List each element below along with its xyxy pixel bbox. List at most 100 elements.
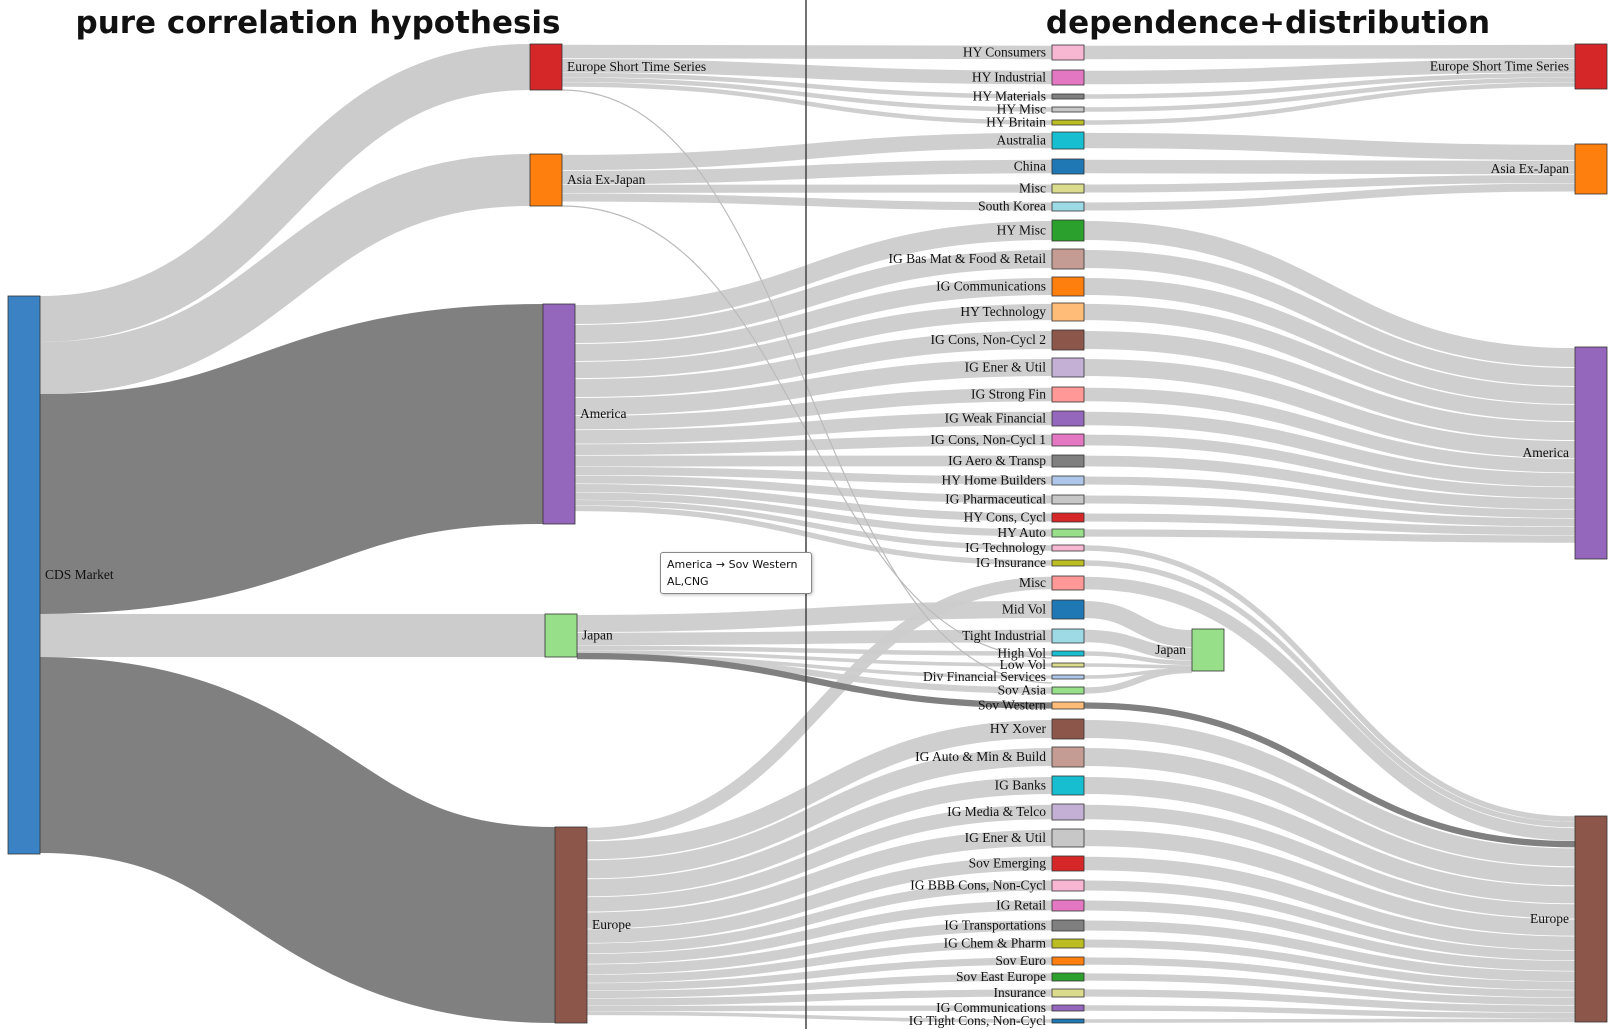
node-sector-1-hy-industrial[interactable] xyxy=(1051,69,1085,86)
node-sector-43-sov-euro[interactable] xyxy=(1051,956,1085,966)
link-australia-asia-ex-japan[interactable] xyxy=(1083,132,1576,161)
link-ig-bbb-cons-non-cycl-europe[interactable] xyxy=(1083,880,1576,961)
link-europe-sov-east-europe[interactable] xyxy=(586,973,1053,998)
node-right-europe-short-time-series[interactable] xyxy=(1574,43,1608,90)
link-ig-aero-transp-america[interactable] xyxy=(1083,455,1576,510)
link-hy-cons-cycl-america[interactable] xyxy=(1083,513,1576,536)
node-sector-33-hy-xover[interactable] xyxy=(1051,718,1085,740)
link-europe-hy-xover[interactable] xyxy=(586,720,1053,860)
link-high-vol-japan[interactable] xyxy=(1083,651,1193,666)
node-sector-2-hy-materials[interactable] xyxy=(1051,93,1085,100)
link-hy-materials-europe-short-time-series[interactable] xyxy=(1083,72,1576,99)
node-sector-40-ig-retail[interactable] xyxy=(1051,899,1085,912)
link-ig-ener-util-america[interactable] xyxy=(1083,358,1576,459)
link-europe-ig-transportations[interactable] xyxy=(586,920,1053,975)
node-sector-7-misc[interactable] xyxy=(1051,183,1085,194)
link-america-hy-technology[interactable] xyxy=(574,303,1053,379)
link-japan-low-vol[interactable] xyxy=(576,650,1053,667)
node-sector-42-ig-chem-pharm[interactable] xyxy=(1051,938,1085,949)
link-ig-banks-europe[interactable] xyxy=(1083,776,1576,904)
link-root-europe[interactable] xyxy=(38,657,557,1023)
link-japan-sov-western[interactable] xyxy=(576,652,1053,709)
link-hy-britain-europe-short-time-series[interactable] xyxy=(1083,82,1576,125)
node-sector-47-ig-tight-cons-non-cycl[interactable] xyxy=(1051,1018,1085,1024)
link-hy-home-builders-america[interactable] xyxy=(1083,476,1576,518)
link-ig-chem-pharm-europe[interactable] xyxy=(1083,939,1576,990)
link-europe-short-time-series-hy-industrial[interactable] xyxy=(561,59,1053,85)
node-sector-26-mid-vol[interactable] xyxy=(1051,599,1085,620)
node-sector-19-hy-home-builders[interactable] xyxy=(1051,475,1085,486)
link-ig-pharmaceutical-america[interactable] xyxy=(1083,495,1576,527)
node-sector-37-ig-ener-util[interactable] xyxy=(1051,828,1085,848)
node-sector-17-ig-cons-non-cycl-1[interactable] xyxy=(1051,433,1085,447)
link-ig-technology-europe[interactable] xyxy=(1083,545,1576,822)
link-europe-ig-media-telco[interactable] xyxy=(586,804,1053,912)
node-sector-4-hy-britain[interactable] xyxy=(1051,119,1085,126)
link-hy-misc-europe-short-time-series[interactable] xyxy=(1083,77,1576,112)
link-sov-western-europe[interactable] xyxy=(1083,702,1576,848)
link-hy-technology-america[interactable] xyxy=(1083,303,1576,422)
link-europe-sov-euro[interactable] xyxy=(586,957,1053,991)
node-sector-30-div-financial-services[interactable] xyxy=(1051,674,1085,680)
link-ig-auto-min-build-europe[interactable] xyxy=(1083,748,1576,886)
link-misc-asia-ex-japan[interactable] xyxy=(1083,174,1576,193)
link-europe-ig-chem-pharm[interactable] xyxy=(586,939,1053,983)
node-sector-44-sov-east-europe[interactable] xyxy=(1051,972,1085,982)
node-sector-6-china[interactable] xyxy=(1051,158,1085,175)
link-hy-xover-europe[interactable] xyxy=(1083,720,1576,867)
link-europe-ig-auto-min-build[interactable] xyxy=(586,748,1053,879)
node-sector-0-hy-consumers[interactable] xyxy=(1051,44,1085,61)
link-hy-auto-america[interactable] xyxy=(1083,529,1576,543)
node-sector-11-ig-communications[interactable] xyxy=(1051,276,1085,297)
link-japan-mid-vol[interactable] xyxy=(576,600,1053,633)
link-europe-insurance[interactable] xyxy=(586,989,1053,1006)
link-japan-high-vol[interactable] xyxy=(576,645,1053,656)
link-america-hy-home-builders[interactable] xyxy=(574,466,1053,485)
link-sov-asia-japan[interactable] xyxy=(1083,666,1193,694)
node-left-japan[interactable] xyxy=(544,613,578,658)
node-right-japan[interactable] xyxy=(1191,628,1225,672)
link-root-asia-ex-japan[interactable] xyxy=(39,154,531,394)
link-hy-industrial-europe-short-time-series[interactable] xyxy=(1083,59,1576,85)
link-ig-tight-cons-non-cycl-europe[interactable] xyxy=(1083,1018,1576,1023)
link-europe-ig-banks[interactable] xyxy=(586,776,1053,897)
link-europe-short-time-series-hy-consumers[interactable] xyxy=(561,44,1053,60)
link-ig-communications-america[interactable] xyxy=(1083,277,1576,404)
link-ig-ener-util-europe[interactable] xyxy=(1083,829,1576,936)
link-ig-insurance-europe[interactable] xyxy=(1083,560,1576,828)
node-left-america[interactable] xyxy=(542,303,576,525)
node-sector-12-hy-technology[interactable] xyxy=(1051,302,1085,322)
link-ig-bas-mat-food-retail-america[interactable] xyxy=(1083,250,1576,386)
node-right-asia-ex-japan[interactable] xyxy=(1574,143,1608,195)
node-right-america[interactable] xyxy=(1574,346,1608,560)
link-america-ig-weak-financial[interactable] xyxy=(574,411,1053,444)
node-sector-20-ig-pharmaceutical[interactable] xyxy=(1051,494,1085,505)
node-cds-market[interactable] xyxy=(7,295,41,855)
link-asia-ex-japan-cross[interactable] xyxy=(561,205,1053,659)
link-ig-weak-financial-america[interactable] xyxy=(1083,411,1576,487)
node-sector-25-misc[interactable] xyxy=(1051,575,1085,591)
node-sector-39-ig-bbb-cons-non-cycl[interactable] xyxy=(1051,879,1085,892)
link-hy-consumers-europe-short-time-series[interactable] xyxy=(1083,44,1576,60)
link-low-vol-japan[interactable] xyxy=(1083,663,1193,669)
node-sector-22-hy-auto[interactable] xyxy=(1051,528,1085,538)
node-left-europe-short-time-series[interactable] xyxy=(529,43,563,91)
node-sector-46-ig-communications[interactable] xyxy=(1051,1004,1085,1012)
node-sector-14-ig-ener-util[interactable] xyxy=(1051,357,1085,378)
node-sector-10-ig-bas-mat-food-retail[interactable] xyxy=(1051,248,1085,270)
link-asia-ex-japan-south-korea[interactable] xyxy=(561,193,1053,211)
node-sector-29-low-vol[interactable] xyxy=(1051,662,1085,668)
link-america-ig-strong-fin[interactable] xyxy=(574,387,1053,430)
link-sov-emerging-europe[interactable] xyxy=(1083,856,1576,950)
link-america-ig-cons-non-cycl-2[interactable] xyxy=(574,331,1053,398)
link-sov-east-europe-europe[interactable] xyxy=(1083,973,1576,1006)
link-ig-media-telco-europe[interactable] xyxy=(1083,804,1576,919)
node-right-europe[interactable] xyxy=(1574,815,1608,1023)
node-sector-35-ig-banks[interactable] xyxy=(1051,775,1085,796)
link-america-ig-ener-util[interactable] xyxy=(574,358,1053,416)
link-america-ig-pharmaceutical[interactable] xyxy=(574,475,1053,504)
link-america-ig-insurance[interactable] xyxy=(574,505,1053,566)
link-america-ig-communications[interactable] xyxy=(574,277,1053,361)
node-sector-5-australia[interactable] xyxy=(1051,131,1085,150)
node-left-asia-ex-japan[interactable] xyxy=(529,153,563,207)
